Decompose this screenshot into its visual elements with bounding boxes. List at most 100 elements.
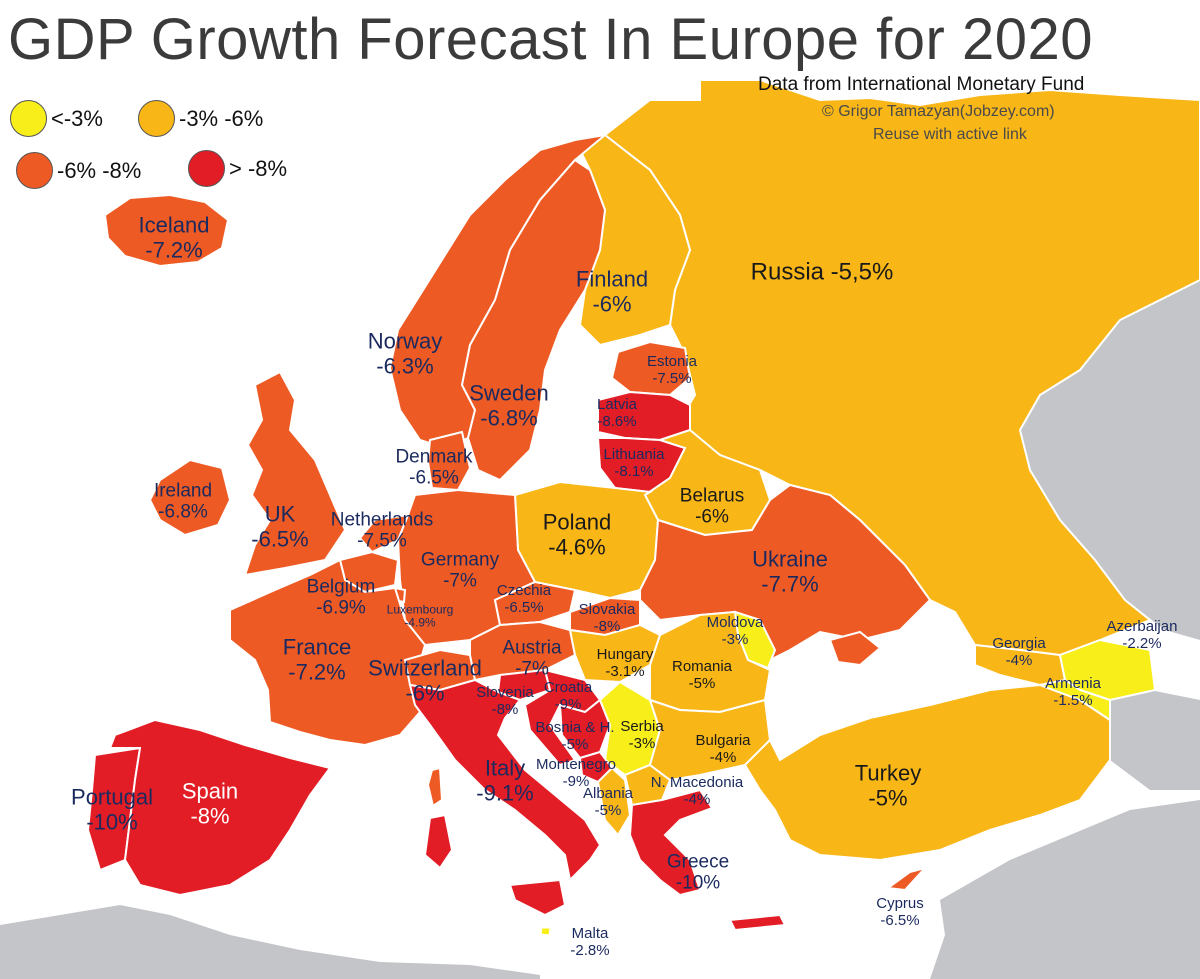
country-name: Greece — [666, 851, 730, 873]
country-name: Armenia — [1045, 675, 1101, 693]
malta-region — [540, 927, 551, 936]
country-value: -4% — [1005, 652, 1033, 669]
country-name: Lithuania — [603, 446, 665, 464]
country-name: Albania — [582, 785, 634, 803]
africa-land — [0, 905, 540, 979]
country-value: -7% — [443, 571, 477, 592]
country-name: Denmark — [395, 446, 473, 468]
country-label-estonia: Estonia -7.5% — [646, 353, 698, 388]
country-label-portugal: Portugal -10% — [71, 785, 153, 834]
country-value: -9% — [554, 696, 582, 713]
country-name: Latvia — [596, 396, 638, 414]
austria-region — [469, 620, 577, 682]
country-label-bosnia: Bosnia & H. -5% — [535, 719, 614, 754]
country-value: -2.2% — [1122, 635, 1162, 652]
country-name: Slovenia — [476, 684, 534, 702]
country-name: Montenegro — [535, 756, 617, 774]
country-name: Belarus — [679, 485, 745, 507]
country-label-hungary: Hungary -3.1% — [596, 646, 654, 681]
country-label-slovakia: Slovakia -8% — [578, 601, 636, 636]
country-label-ireland: Ireland -6.8% — [154, 481, 212, 524]
country-name: Norway — [367, 328, 443, 354]
country-name: Finland — [575, 266, 649, 292]
country-label-moldova: Moldova -3% — [706, 614, 764, 649]
country-value: -9.1% — [476, 780, 534, 805]
armenia-region — [1036, 678, 1111, 722]
country-name: Croatia — [543, 679, 593, 697]
country-name: Hungary — [596, 646, 654, 664]
page-title: GDP Growth Forecast In Europe for 2020 — [8, 7, 1094, 72]
country-label-switzerland: Switzerland -6% — [368, 656, 482, 705]
country-label-russia: Russia -5,5% — [750, 258, 894, 287]
legend-label: -3% -6% — [179, 105, 264, 131]
sicily-region — [508, 878, 567, 917]
country-value: -5,5% — [830, 258, 894, 286]
country-name: Czechia — [496, 582, 552, 600]
albania-region — [596, 766, 632, 837]
country-name: Italy — [484, 755, 526, 781]
country-name: Iceland — [138, 212, 210, 238]
country-value: -5% — [868, 785, 908, 810]
country-value: -5% — [688, 675, 716, 692]
country-value: -5% — [561, 736, 589, 753]
ireland-region — [148, 458, 232, 537]
country-label-sweden: Sweden -6.8% — [469, 381, 549, 430]
slovenia-region — [496, 668, 552, 702]
country-name-value: Russia -5,5% — [750, 258, 894, 287]
country-value: -3% — [628, 735, 656, 752]
country-name: Slovakia — [578, 601, 636, 619]
country-label-denmark: Denmark -6.5% — [395, 447, 472, 490]
country-label-lithuania: Lithuania -8.1% — [603, 446, 665, 481]
country-value: -6.5% — [504, 599, 544, 616]
reuse-note: Reuse with active link — [873, 126, 1027, 143]
country-label-greece: Greece -10% — [667, 852, 729, 895]
country-label-ukraine: Ukraine -7.7% — [752, 547, 828, 596]
country-value: -7.2% — [145, 237, 203, 262]
country-label-malta: Malta -2.8% — [570, 925, 609, 960]
country-name: Netherlands — [330, 509, 434, 531]
data-source-credit: Data from International Monetary Fund — [758, 74, 1085, 95]
country-name: Georgia — [992, 635, 1046, 653]
middle-east-land — [930, 800, 1200, 979]
country-label-cyprus: Cyprus -6.5% — [876, 895, 924, 930]
country-label-finland: Finland -6% — [576, 267, 648, 316]
corsica-region — [426, 766, 444, 808]
central-asia-land — [1020, 280, 1200, 640]
legend-item-amber: -3% -6% — [138, 100, 263, 137]
country-value: -7% — [515, 659, 549, 680]
country-value: -6.5% — [880, 912, 920, 929]
country-value: -10% — [675, 873, 721, 894]
country-name: Switzerland — [368, 655, 482, 681]
country-label-italy: Italy -9.1% — [476, 756, 533, 805]
country-value: -7.2% — [288, 659, 346, 684]
italy-region — [408, 678, 602, 883]
turkey-region — [743, 683, 1111, 862]
country-value: -4% — [709, 749, 737, 766]
country-label-bulgaria: Bulgaria -4% — [695, 732, 750, 767]
legend-label: -6% -8% — [57, 157, 142, 183]
country-label-turkey: Turkey -5% — [855, 761, 921, 810]
country-name: France — [282, 634, 352, 660]
country-value: -8% — [593, 618, 621, 635]
country-name: Russia — [750, 258, 824, 286]
country-name: Estonia — [646, 353, 698, 371]
country-value: -8.6% — [597, 413, 637, 430]
legend-swatch-yellow — [10, 100, 47, 137]
country-value: -8% — [491, 701, 519, 718]
legend-label: <-3% — [51, 105, 103, 131]
country-value: -7.7% — [761, 571, 819, 596]
country-value: -6.8% — [480, 405, 538, 430]
legend-swatch-orange — [16, 152, 53, 189]
bosnia-region — [558, 698, 612, 760]
country-value: -6.3% — [376, 353, 434, 378]
greece-region — [628, 788, 714, 897]
legend-item-yellow: <-3% — [10, 100, 103, 137]
country-name: Ukraine — [752, 546, 828, 572]
crete-region — [728, 913, 787, 932]
country-name: Turkey — [854, 760, 922, 786]
country-label-france: France -7.2% — [283, 635, 351, 684]
country-label-norway: Norway -6.3% — [368, 329, 443, 378]
country-value: -6.5% — [409, 468, 459, 489]
country-name: Moldova — [706, 614, 764, 632]
